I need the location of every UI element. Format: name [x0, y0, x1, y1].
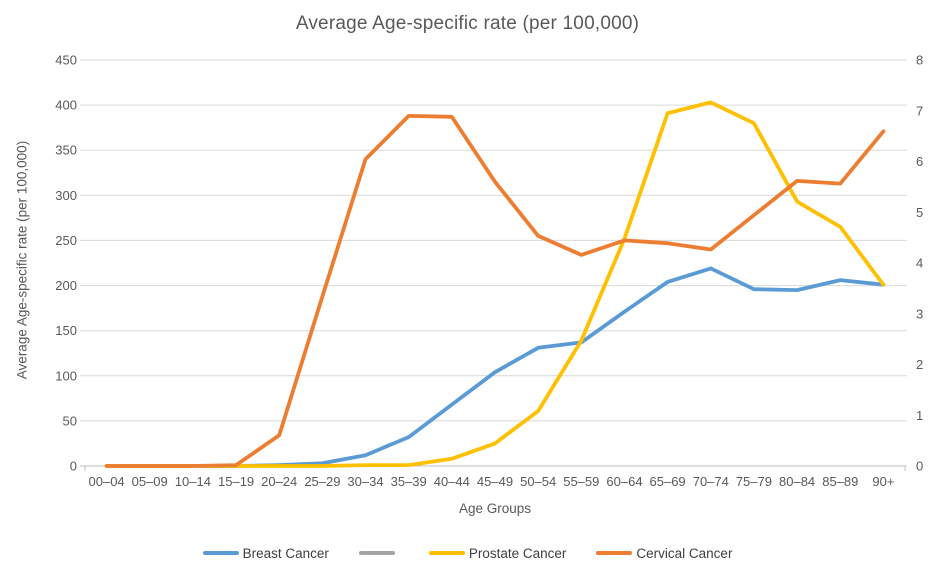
y-right-tick-label: 5	[916, 205, 923, 220]
legend-label: Prostate Cancer	[468, 545, 567, 561]
x-tick-label: 20–24	[261, 474, 297, 489]
x-tick-label: 50–54	[520, 474, 556, 489]
y-left-tick-label: 450	[55, 53, 77, 68]
y-left-tick-label: 200	[55, 278, 77, 293]
series-line-cervical-cancer	[104, 114, 886, 468]
y-left-tick-label: 350	[55, 143, 77, 158]
legend-swatch-prostate-cancer	[428, 551, 465, 555]
legend-swatch-cervical-cancer	[596, 551, 633, 555]
legend: Breast Cancer Prostate Cancer Cervical Can…	[0, 544, 935, 562]
x-tick-label: 45–49	[477, 474, 513, 489]
x-tick-label: 25–29	[304, 474, 340, 489]
legend-item-prostate-cancer: Prostate Cancer	[428, 545, 567, 561]
y-left-tick-label: 250	[55, 233, 77, 248]
y-right-tick-label: 2	[916, 357, 923, 372]
legend-item-unnamed	[358, 551, 399, 555]
y-right-tick-label: 4	[916, 256, 923, 271]
y-right-tick-label: 3	[916, 306, 923, 321]
y-right-tick-label: 0	[916, 459, 923, 474]
y-left-tick-label: 400	[55, 98, 77, 113]
x-tick-label: 55–59	[563, 474, 599, 489]
legend-label: Breast Cancer	[242, 545, 329, 561]
x-tick-label: 00–04	[89, 474, 125, 489]
legend-item-breast-cancer: Breast Cancer	[202, 545, 329, 561]
x-tick-label: 35–39	[391, 474, 427, 489]
x-tick-label: 70–74	[693, 474, 729, 489]
x-tick-label: 90+	[872, 474, 894, 489]
x-tick-label: 85–89	[822, 474, 858, 489]
y-left-tick-label: 0	[70, 459, 77, 474]
y-left-tick-label: 100	[55, 368, 77, 383]
y-right-tick-label: 8	[916, 53, 923, 68]
y-right-tick-label: 7	[916, 103, 923, 118]
x-tick-label: 15–19	[218, 474, 254, 489]
x-axis-title: Age Groups	[458, 501, 532, 516]
y-right-tick-label: 6	[916, 154, 923, 169]
x-tick-label: 60–64	[606, 474, 642, 489]
x-tick-label: 40–44	[434, 474, 470, 489]
x-tick-label: 80–84	[779, 474, 815, 489]
x-tick-label: 10–14	[175, 474, 211, 489]
y-left-tick-label: 50	[63, 413, 77, 428]
series-line-prostate-cancer	[104, 100, 886, 468]
x-tick-label: 65–69	[650, 474, 686, 489]
x-tick-label: 30–34	[347, 474, 383, 489]
series-line-breast-cancer	[104, 266, 886, 468]
y-left-tick-label: 150	[55, 323, 77, 338]
x-tick-label: 05–09	[132, 474, 168, 489]
y-left-tick-label: 300	[55, 188, 77, 203]
legend-label: Cervical Cancer	[636, 545, 733, 561]
legend-swatch-unnamed	[358, 551, 395, 555]
x-tick-label: 75–79	[736, 474, 772, 489]
legend-swatch-breast-cancer	[202, 551, 239, 555]
legend-item-cervical-cancer: Cervical Cancer	[596, 546, 732, 561]
chart-title: Average Age-specific rate (per 100,000)	[295, 13, 640, 34]
y-right-tick-label: 1	[916, 408, 923, 423]
